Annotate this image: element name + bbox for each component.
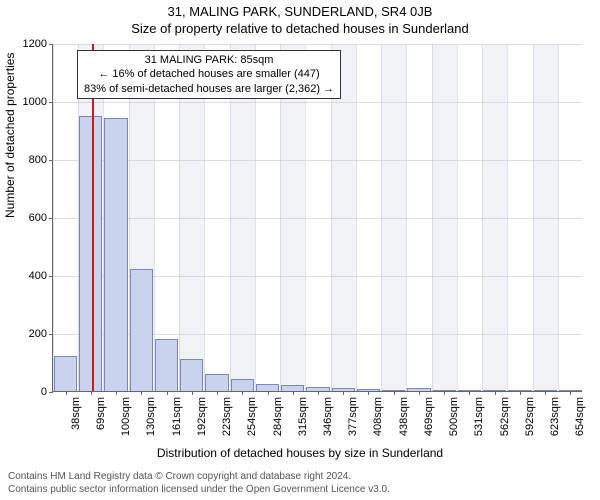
- y-tick-label: 400: [13, 270, 53, 282]
- x-tick-label: 284sqm: [272, 397, 284, 436]
- footer-line1: Contains HM Land Registry data © Crown c…: [8, 470, 390, 483]
- histogram-bar: [54, 356, 77, 391]
- x-tick-mark: [570, 391, 571, 395]
- histogram-bar: [231, 379, 254, 391]
- x-tick-label: 38sqm: [70, 397, 82, 430]
- x-tick-mark: [217, 391, 218, 395]
- annotation-line3: 83% of semi-detached houses are larger (…: [84, 82, 334, 96]
- histogram-bar: [256, 384, 279, 391]
- x-tick-mark: [545, 391, 546, 395]
- x-tick-mark: [343, 391, 344, 395]
- x-tick-mark: [444, 391, 445, 395]
- x-tick-label: 438sqm: [398, 397, 410, 436]
- y-tick-mark: [49, 392, 53, 393]
- plot-area: 31 MALING PARK: 85sqm ← 16% of detached …: [52, 44, 582, 392]
- histogram-bar: [155, 339, 178, 391]
- x-tick-label: 531sqm: [473, 397, 485, 436]
- annotation-line1: 31 MALING PARK: 85sqm: [84, 53, 334, 67]
- x-tick-label: 315sqm: [297, 397, 309, 436]
- y-tick-label: 200: [13, 328, 53, 340]
- x-tick-label: 562sqm: [499, 397, 511, 436]
- x-tick-label: 130sqm: [145, 397, 157, 436]
- x-tick-label: 69sqm: [95, 397, 107, 430]
- x-tick-mark: [394, 391, 395, 395]
- histogram-bar: [79, 116, 102, 392]
- x-tick-mark: [318, 391, 319, 395]
- y-tick-label: 1200: [13, 38, 53, 50]
- y-tick-label: 0: [13, 386, 53, 398]
- histogram-bar: [104, 118, 127, 391]
- y-tick-label: 800: [13, 154, 53, 166]
- y-tick-mark: [49, 276, 53, 277]
- x-tick-mark: [268, 391, 269, 395]
- x-tick-label: 469sqm: [423, 397, 435, 436]
- x-tick-label: 100sqm: [120, 397, 132, 436]
- x-tick-mark: [66, 391, 67, 395]
- x-tick-label: 223sqm: [221, 397, 233, 436]
- x-tick-label: 192sqm: [196, 397, 208, 436]
- x-tick-label: 377sqm: [347, 397, 359, 436]
- y-axis-label: Number of detached properties: [3, 53, 17, 218]
- histogram-bar: [180, 359, 203, 391]
- annotation-line2: ← 16% of detached houses are smaller (44…: [84, 67, 334, 81]
- chart-container: 31, MALING PARK, SUNDERLAND, SR4 0JB Siz…: [0, 0, 600, 500]
- x-tick-mark: [293, 391, 294, 395]
- chart-title-line2: Size of property relative to detached ho…: [0, 19, 600, 36]
- y-tick-mark: [49, 334, 53, 335]
- x-tick-mark: [469, 391, 470, 395]
- x-tick-mark: [368, 391, 369, 395]
- x-tick-label: 254sqm: [246, 397, 258, 436]
- histogram-bar: [205, 374, 228, 391]
- footer-attribution: Contains HM Land Registry data © Crown c…: [8, 470, 390, 496]
- x-tick-mark: [91, 391, 92, 395]
- x-tick-mark: [495, 391, 496, 395]
- x-tick-label: 408sqm: [372, 397, 384, 436]
- x-tick-mark: [116, 391, 117, 395]
- x-tick-mark: [242, 391, 243, 395]
- x-tick-mark: [520, 391, 521, 395]
- y-tick-mark: [49, 160, 53, 161]
- x-tick-mark: [141, 391, 142, 395]
- histogram-bar: [130, 269, 153, 391]
- chart-title-line1: 31, MALING PARK, SUNDERLAND, SR4 0JB: [0, 0, 600, 19]
- x-tick-label: 161sqm: [171, 397, 183, 436]
- x-tick-mark: [419, 391, 420, 395]
- y-tick-mark: [49, 102, 53, 103]
- x-tick-label: 592sqm: [524, 397, 536, 436]
- footer-line2: Contains public sector information licen…: [8, 483, 390, 496]
- y-tick-mark: [49, 44, 53, 45]
- x-tick-label: 623sqm: [549, 397, 561, 436]
- y-tick-label: 600: [13, 212, 53, 224]
- x-tick-mark: [192, 391, 193, 395]
- y-tick-mark: [49, 218, 53, 219]
- x-tick-label: 346sqm: [322, 397, 334, 436]
- annotation-callout: 31 MALING PARK: 85sqm ← 16% of detached …: [77, 50, 341, 99]
- x-tick-label: 500sqm: [448, 397, 460, 436]
- x-axis-label: Distribution of detached houses by size …: [0, 446, 600, 460]
- x-tick-mark: [167, 391, 168, 395]
- x-tick-label: 654sqm: [574, 397, 586, 436]
- y-tick-label: 1000: [13, 96, 53, 108]
